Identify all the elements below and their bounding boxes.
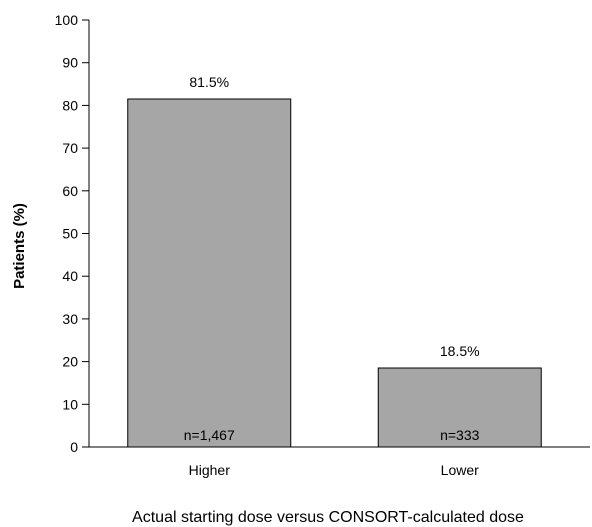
x-category-label: Higher xyxy=(189,462,231,478)
y-axis-title: Patients (%) xyxy=(11,203,28,289)
y-tick-label: 10 xyxy=(62,396,78,412)
y-tick-label: 90 xyxy=(62,55,78,71)
y-tick-label: 60 xyxy=(62,183,78,199)
x-axis-title: Actual starting dose versus CONSORT-calc… xyxy=(132,509,524,526)
y-tick-label: 0 xyxy=(70,439,78,455)
y-tick-label: 100 xyxy=(55,12,79,28)
bars: 81.5% n=1,467 18.5% n=333 xyxy=(127,74,542,448)
x-category-label: Lower xyxy=(441,462,479,478)
bar-n-label: n=1,467 xyxy=(184,427,235,443)
bar-n-label: n=333 xyxy=(440,427,480,443)
y-axis: 0 10 20 30 40 50 60 70 80 90 100 xyxy=(55,12,90,455)
y-tick-label: 20 xyxy=(62,354,78,370)
bar-value-label: 18.5% xyxy=(440,343,480,359)
bar-value-label: 81.5% xyxy=(189,74,229,90)
y-tick-label: 70 xyxy=(62,140,78,156)
bar-higher xyxy=(127,98,292,448)
y-tick-label: 30 xyxy=(62,311,78,327)
y-tick-label: 40 xyxy=(62,268,78,284)
y-tick-label: 80 xyxy=(62,97,78,113)
x-axis: Higher Lower xyxy=(89,446,590,478)
y-tick-label: 50 xyxy=(62,226,78,242)
bar-lower xyxy=(377,367,542,448)
